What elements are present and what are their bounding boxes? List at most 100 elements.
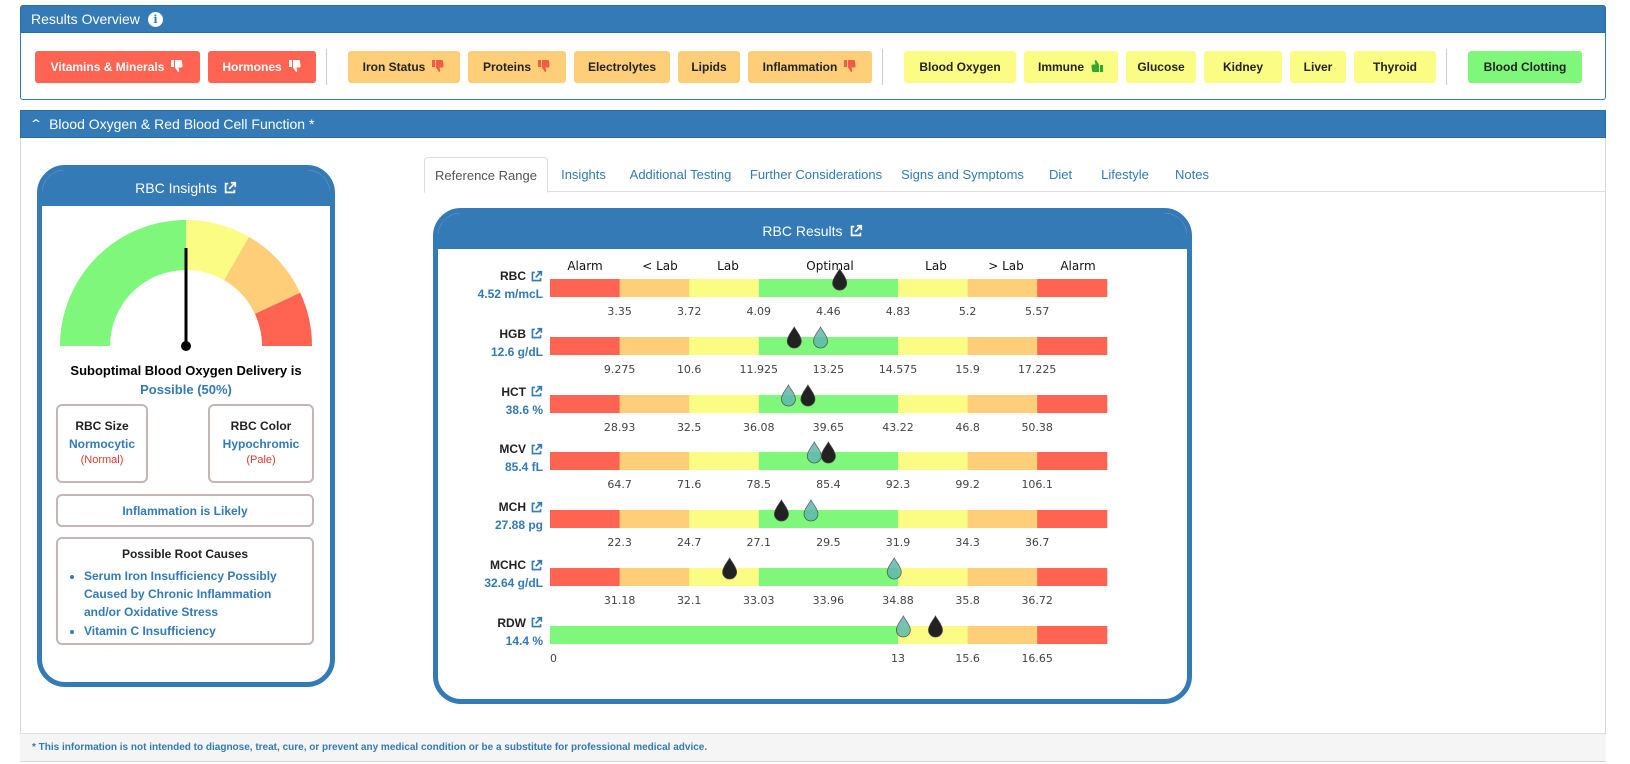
range-bar-rbc <box>550 268 1108 297</box>
risk-gauge <box>60 220 312 351</box>
rbc-row-label-hgb: HGB 12.6 g/dL <box>463 327 543 359</box>
marker-name: MCH <box>498 500 526 515</box>
zone-label: > Lab <box>988 259 1024 273</box>
current-result-marker <box>786 325 802 349</box>
rbc-insights-header[interactable]: RBC Insights <box>42 170 330 206</box>
external-link-icon[interactable] <box>849 224 863 238</box>
range-zone-outside <box>967 452 1038 471</box>
range-zone-lab <box>689 394 760 413</box>
range-zone-alarm <box>550 336 621 355</box>
range-zone-alarm <box>1037 568 1108 586</box>
external-link-icon[interactable] <box>530 443 543 456</box>
tab-further-considerations[interactable]: Further Considerations <box>749 167 883 182</box>
tick-label: 33.96 <box>812 594 845 607</box>
tick-label: 32.1 <box>676 594 702 607</box>
tick-label: 3.35 <box>607 305 632 318</box>
root-causes-title: Possible Root Causes <box>121 547 249 561</box>
range-zone-outside <box>967 568 1038 586</box>
range-zone-lab <box>689 279 760 297</box>
rbc-size-value: Normocytic <box>68 437 136 451</box>
overview-tile-lipids[interactable]: Lipids <box>678 51 740 83</box>
rbc-row-label-rdw: RDW 14.4 % <box>463 616 543 648</box>
external-link-icon[interactable] <box>530 327 543 340</box>
tick-label: 50.38 <box>1021 420 1053 434</box>
rbc-results-header[interactable]: RBC Results <box>438 213 1187 249</box>
tab-signs-and-symptoms[interactable]: Signs and Symptoms <box>901 167 1024 182</box>
tab-reference-range[interactable]: Reference Range <box>424 157 548 193</box>
tick-label: 36.7 <box>1024 536 1050 550</box>
range-zone-outside <box>967 279 1038 297</box>
tick-label: 10.6 <box>676 362 702 376</box>
rbc-results-card: RBC Results Alarm < Lab Lab Optimal Lab > Lab… <box>433 208 1192 704</box>
marker-value: 85.4 fL <box>504 460 543 475</box>
thumbs-down-icon <box>170 59 184 75</box>
external-link-icon[interactable] <box>530 559 543 572</box>
range-zone-alarm <box>1037 394 1108 413</box>
section-title: Blood Oxygen & Red Blood Cell Function * <box>49 116 315 132</box>
overview-tile-liver[interactable]: Liver <box>1290 51 1346 83</box>
previous-result-marker <box>781 383 796 406</box>
overview-tile-iron-status[interactable]: Iron Status <box>348 51 460 83</box>
thumbs-down-icon <box>288 59 302 75</box>
external-link-icon[interactable] <box>530 501 543 514</box>
tick-label: 34.88 <box>882 594 914 607</box>
root-cause-item: Serum Iron Insufficiency Possibly Caused… <box>84 567 302 621</box>
overview-tile-electrolytes[interactable]: Electrolytes <box>574 51 670 83</box>
overview-tile-glucose[interactable]: Glucose <box>1126 51 1196 83</box>
chevron-up-icon[interactable]: ⌃ <box>28 117 44 131</box>
tick-label: 27.1 <box>746 536 772 550</box>
range-bar-mch <box>550 499 1108 529</box>
tab-lifestyle[interactable]: Lifestyle <box>1101 167 1149 182</box>
zone-label: Optimal <box>806 259 854 273</box>
marker-value: 38.6 % <box>505 402 543 417</box>
results-overview-body: Vitamins & Minerals Hormones Iron Status Pr… <box>20 33 1606 100</box>
range-zone-optimal <box>828 452 899 471</box>
external-link-icon[interactable] <box>530 385 543 398</box>
overview-tile-label: Lipids <box>691 60 727 74</box>
overview-tile-proteins[interactable]: Proteins <box>468 51 566 83</box>
overview-tile-label: Vitamins & Minerals <box>50 60 165 74</box>
disclaimer-text: * This information is not intended to di… <box>32 742 708 753</box>
external-link-icon[interactable] <box>530 616 543 629</box>
overview-tile-immune[interactable]: Immune <box>1024 51 1118 83</box>
previous-result-marker <box>886 557 902 580</box>
marker-name: RBC <box>500 269 526 283</box>
zone-label: < Lab <box>642 259 678 273</box>
range-zone-optimal <box>550 625 621 644</box>
risk-caption-value: Possible (50%) <box>140 382 232 397</box>
current-result-marker <box>928 614 943 638</box>
tick-label: 15.9 <box>955 362 980 376</box>
info-icon[interactable]: i <box>147 11 163 27</box>
external-link-icon[interactable] <box>530 270 543 283</box>
overview-tile-vitamins-minerals[interactable]: Vitamins & Minerals <box>35 51 200 83</box>
marker-name: HCT <box>501 384 526 399</box>
marker-value: 12.6 g/dL <box>490 344 543 359</box>
range-zone-optimal <box>828 510 899 529</box>
overview-tile-blood-oxygen[interactable]: Blood Oxygen <box>904 51 1016 83</box>
marker-value: 32.64 g/dL <box>484 576 543 590</box>
gauge-outside-arc <box>224 236 301 314</box>
tick-label: 46.8 <box>955 420 980 434</box>
range-zone-optimal <box>828 336 899 355</box>
section-header[interactable]: ⌃ Blood Oxygen & Red Blood Cell Function… <box>20 110 1606 138</box>
tab-diet[interactable]: Diet <box>1048 167 1073 182</box>
overview-tile-kidney[interactable]: Kidney <box>1204 51 1282 83</box>
tab-additional-testing[interactable]: Additional Testing <box>629 167 732 182</box>
tick-label: 16.65 <box>1021 651 1053 665</box>
overview-tile-hormones[interactable]: Hormones <box>208 51 316 83</box>
range-zone-optimal <box>828 394 899 413</box>
tick-label: 36.08 <box>743 420 775 434</box>
previous-result-marker <box>813 325 828 349</box>
external-link-icon[interactable] <box>223 181 237 195</box>
rbc-results-title: RBC Results <box>762 223 843 239</box>
marker-name: RDW <box>497 615 526 630</box>
tick-label: 78.5 <box>746 478 772 492</box>
overview-tile-inflammation[interactable]: Inflammation <box>748 51 872 83</box>
zone-label: Alarm <box>1060 259 1096 273</box>
range-zone-lab <box>898 452 969 471</box>
zone-label: Lab <box>925 259 947 273</box>
tab-notes[interactable]: Notes <box>1175 167 1209 182</box>
overview-tile-thyroid[interactable]: Thyroid <box>1354 51 1436 83</box>
overview-tile-blood-clotting[interactable]: Blood Clotting <box>1468 51 1582 83</box>
tab-insights[interactable]: Insights <box>561 167 606 182</box>
